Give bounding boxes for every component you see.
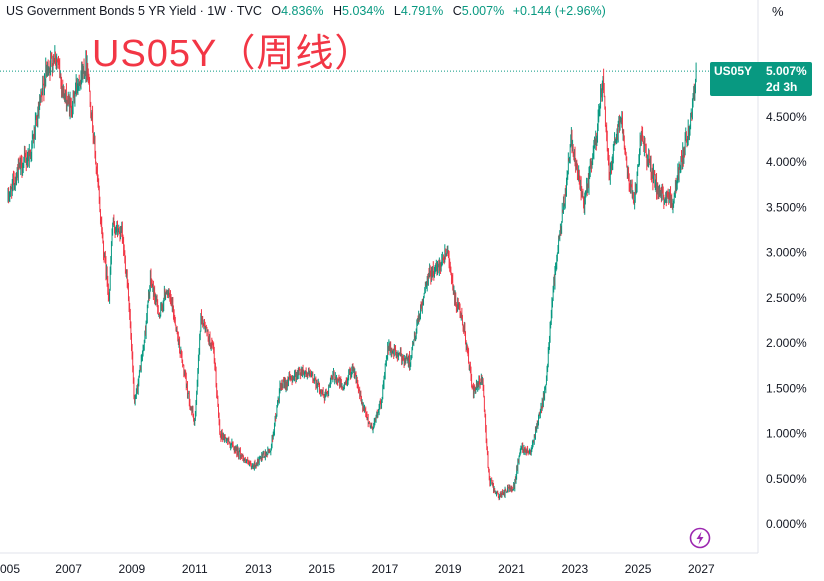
bar-countdown: 2d 3h bbox=[766, 80, 798, 94]
change-value: +0.144 (+2.96%) bbox=[512, 4, 606, 18]
x-tick-label: 2025 bbox=[625, 562, 652, 576]
y-tick-label: 3.500% bbox=[766, 200, 807, 214]
x-tick-label: 2017 bbox=[372, 562, 399, 576]
y-tick-label: 1.000% bbox=[766, 427, 807, 441]
y-tick-label: 2.500% bbox=[766, 291, 807, 305]
last-price-symbol: US05Y bbox=[714, 64, 753, 78]
x-tick-label: 2011 bbox=[182, 562, 208, 576]
x-tick-label: 2009 bbox=[119, 562, 146, 576]
last-price-badge: US05Y 5.007% 2d 3h bbox=[710, 62, 812, 96]
symbol-description: US Government Bonds 5 YR Yield · 1W · TV… bbox=[6, 4, 262, 18]
chart-annotation-title: US05Y（周线） bbox=[92, 33, 374, 75]
last-price-value: 5.007% bbox=[766, 64, 807, 78]
y-tick-label: 4.500% bbox=[766, 110, 807, 124]
lightning-bolt-icon[interactable] bbox=[689, 527, 711, 549]
low-label: L bbox=[393, 4, 401, 18]
low-value: 4.791% bbox=[400, 4, 444, 18]
x-tick-label: 2019 bbox=[435, 562, 462, 576]
high-label: H bbox=[333, 4, 343, 18]
y-tick-label: 4.000% bbox=[766, 155, 807, 169]
time-axis[interactable]: 005 2007 2009 2011 2013 2015 2017 2019 2021 2023 2… bbox=[0, 562, 715, 576]
x-tick-label: 005 bbox=[0, 562, 20, 576]
y-tick-label: 3.000% bbox=[766, 246, 807, 260]
y-tick-label: 2.000% bbox=[766, 336, 807, 350]
close-label: C bbox=[452, 4, 462, 18]
y-tick-label: 0.500% bbox=[766, 472, 807, 486]
x-tick-label: 2015 bbox=[308, 562, 335, 576]
legend-header: US Government Bonds 5 YR Yield · 1W · TV… bbox=[6, 4, 606, 18]
y-tick-label: 0.000% bbox=[766, 517, 807, 531]
close-value: 5.007% bbox=[461, 4, 505, 18]
price-axis[interactable]: 0.000% 0.500% 1.000% 1.500% 2.000% 2.500% 3.00… bbox=[766, 110, 807, 531]
x-tick-label: 2023 bbox=[561, 562, 588, 576]
open-value: 4.836% bbox=[281, 4, 324, 18]
x-tick-label: 2021 bbox=[498, 562, 525, 576]
x-tick-label: 2007 bbox=[55, 562, 82, 576]
percent-scale-button[interactable]: % bbox=[772, 4, 784, 19]
x-tick-label: 2027 bbox=[688, 562, 715, 576]
y-tick-label: 1.500% bbox=[766, 381, 807, 395]
high-value: 5.034% bbox=[342, 4, 385, 18]
open-label: O bbox=[271, 4, 282, 18]
candles bbox=[7, 45, 697, 501]
x-tick-label: 2013 bbox=[245, 562, 272, 576]
